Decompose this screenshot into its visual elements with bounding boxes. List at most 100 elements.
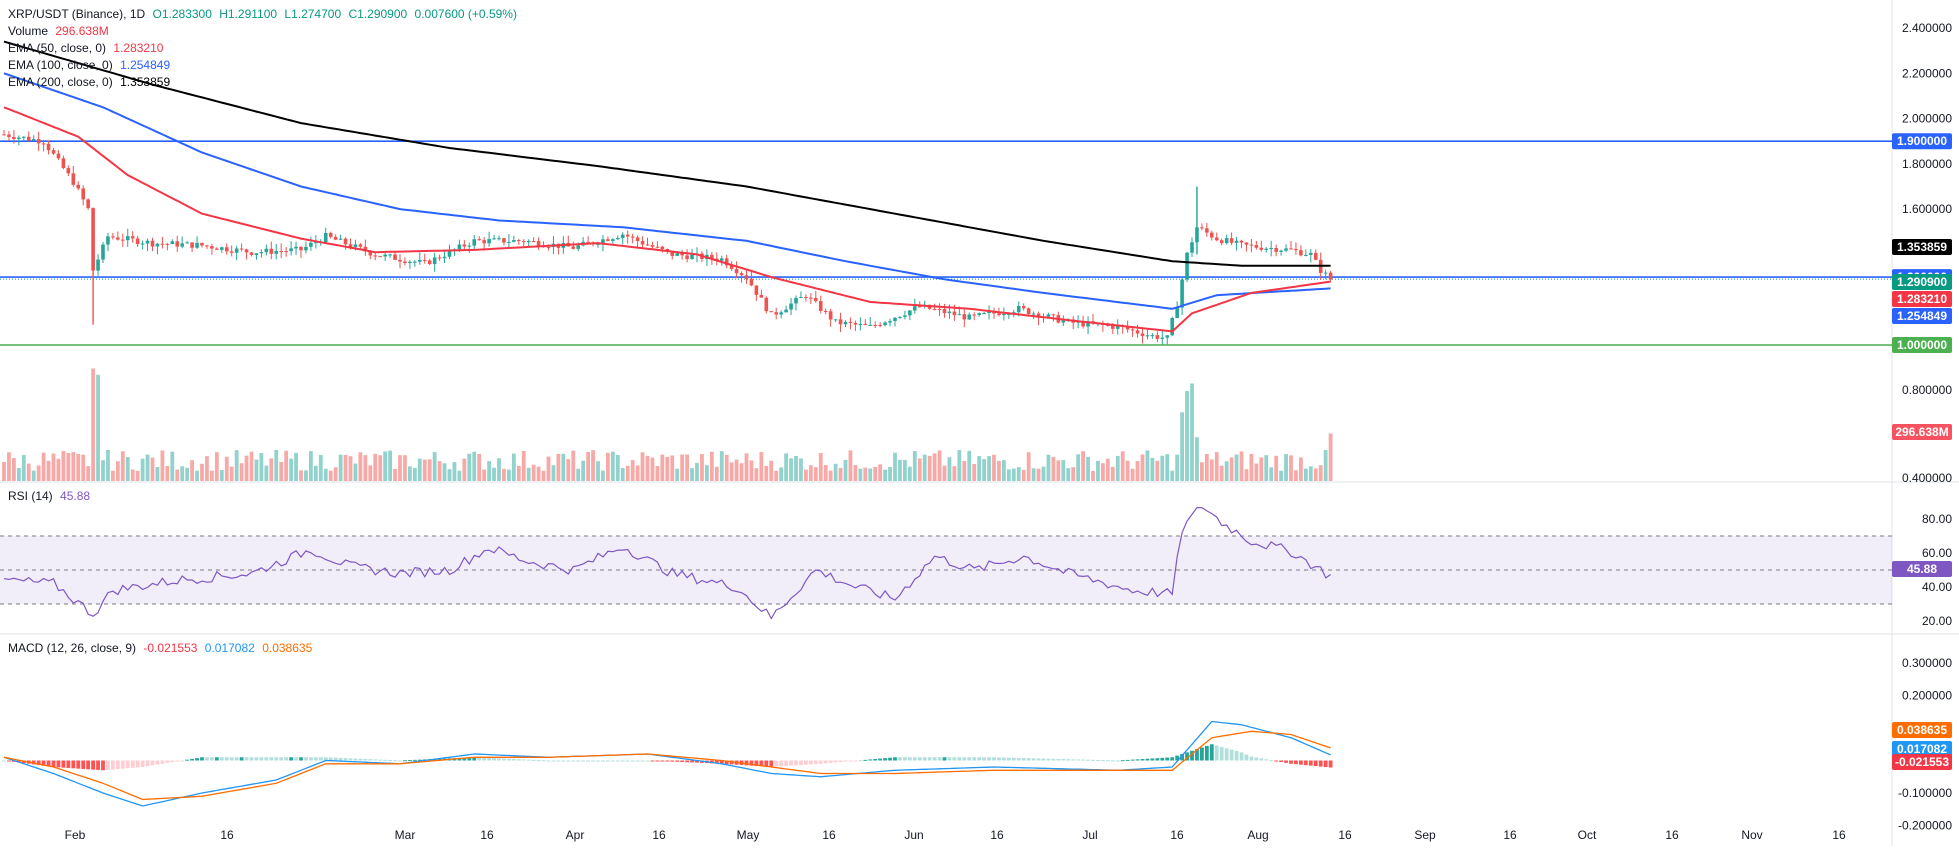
candle-body bbox=[1299, 250, 1303, 256]
volume-bar bbox=[714, 466, 719, 481]
ema100-price-label-bg bbox=[1892, 308, 1952, 324]
macd-histogram-bar bbox=[610, 760, 615, 762]
candle-body bbox=[517, 240, 521, 242]
macd-histogram-bar bbox=[507, 758, 511, 761]
macd-histogram-bar bbox=[457, 757, 462, 761]
candle-body bbox=[1002, 313, 1006, 316]
macd-histogram-bar bbox=[91, 760, 95, 770]
volume-bar bbox=[700, 454, 704, 481]
macd-histogram-bar bbox=[1036, 758, 1041, 761]
candle-body bbox=[888, 320, 892, 323]
time-tick-label: Jul bbox=[1082, 828, 1097, 842]
candle-body bbox=[640, 241, 645, 245]
macd-histogram-bar bbox=[1051, 758, 1056, 761]
candle-body bbox=[388, 254, 392, 256]
candle-body bbox=[823, 310, 828, 312]
macd-histogram-bar bbox=[962, 757, 967, 761]
volume-bar bbox=[561, 453, 566, 481]
candle-body bbox=[665, 248, 670, 251]
ema50-legend[interactable]: EMA (50, close, 0) 1.283210 bbox=[8, 40, 167, 56]
candle-body bbox=[81, 188, 85, 200]
ema100-legend[interactable]: EMA (100, close, 0) 1.254849 bbox=[8, 57, 174, 73]
macd-histogram-bar bbox=[922, 757, 927, 761]
macd-histogram-bar bbox=[219, 757, 224, 761]
candle-body bbox=[1026, 308, 1031, 315]
macd-histogram-bar bbox=[615, 760, 620, 762]
macd-histogram-bar bbox=[1175, 755, 1180, 761]
volume-bar bbox=[1264, 455, 1269, 481]
macd-histogram-bar bbox=[838, 760, 843, 763]
candle-body bbox=[215, 248, 219, 250]
rsi-legend[interactable]: RSI (14) 45.88 bbox=[8, 488, 94, 504]
candle-body bbox=[1140, 333, 1145, 337]
volume-bar bbox=[744, 453, 749, 481]
macd-histogram-bar bbox=[437, 758, 442, 761]
volume-bar bbox=[848, 450, 853, 481]
time-tick-label: Feb bbox=[65, 828, 86, 842]
macd-histogram-bar bbox=[170, 760, 175, 763]
macd-histogram-bar bbox=[1016, 757, 1021, 761]
macd-histogram-bar bbox=[61, 760, 66, 768]
volume-bar bbox=[313, 465, 318, 481]
volume-bar bbox=[502, 468, 506, 481]
candle-body bbox=[116, 237, 120, 240]
candle-body bbox=[1304, 254, 1308, 256]
time-tick-label: 16 bbox=[1503, 828, 1517, 842]
candle-body bbox=[86, 199, 90, 209]
volume-bar bbox=[244, 455, 249, 481]
ema-lines bbox=[3, 40, 1331, 333]
volume-bar bbox=[348, 456, 353, 481]
time-axis: Feb 16 Mar 16 Apr 16 May 16 Jun 16 Jul 16 Aug 16 Sep 16… bbox=[65, 828, 1846, 842]
macd-histogram-bar bbox=[1279, 760, 1283, 762]
candle-body bbox=[1081, 321, 1085, 327]
volume-bar bbox=[635, 465, 640, 481]
volume-bar bbox=[1224, 461, 1229, 481]
macd-histogram-bar bbox=[645, 760, 650, 762]
level-price-label-bg bbox=[1892, 337, 1952, 353]
volume-bar bbox=[685, 454, 689, 481]
candle-body bbox=[833, 319, 838, 321]
macd-histogram-bar bbox=[606, 760, 610, 762]
macd-histogram-bar bbox=[1130, 759, 1135, 761]
candle-body bbox=[1259, 247, 1264, 250]
ema200-line bbox=[3, 40, 1331, 267]
macd-histogram-bar bbox=[744, 760, 749, 766]
volume-bar bbox=[477, 453, 482, 481]
candle-body bbox=[314, 242, 318, 244]
macd-histogram-bar bbox=[76, 760, 81, 769]
macd-histogram-bar bbox=[581, 760, 586, 762]
volume-value: 296.638M bbox=[55, 24, 109, 38]
macd-legend[interactable]: MACD (12, 26, close, 9) -0.021553 0.0170… bbox=[8, 640, 316, 656]
ema200-legend[interactable]: EMA (200, close, 0) 1.353859 bbox=[8, 74, 174, 90]
ohlc-high: H1.291100 bbox=[219, 7, 278, 21]
macd-histogram-bar bbox=[274, 757, 279, 761]
macd-histogram-bar bbox=[412, 759, 417, 761]
macd-histogram-bar bbox=[828, 760, 833, 763]
macd-histogram-bar bbox=[284, 757, 289, 761]
volume-legend[interactable]: Volume 296.638M bbox=[8, 23, 113, 39]
volume-bar bbox=[729, 462, 734, 481]
macd-histogram-bar bbox=[1110, 760, 1115, 762]
macd-histogram-bar bbox=[1145, 758, 1150, 761]
macd-histogram-bar bbox=[150, 760, 155, 766]
volume-bar bbox=[606, 452, 610, 481]
candle-body bbox=[299, 246, 303, 251]
volume-bar bbox=[309, 451, 313, 481]
volume-bar bbox=[551, 465, 556, 481]
candle-body bbox=[630, 236, 635, 238]
macd-histogram-bar bbox=[675, 760, 680, 762]
macd-histogram-bar bbox=[898, 757, 902, 761]
volume-bar bbox=[1244, 469, 1249, 481]
candle-body bbox=[195, 242, 199, 248]
macd-histogram-bar bbox=[269, 757, 274, 761]
macd-line bbox=[3, 720, 1331, 807]
macd-histogram-bar bbox=[1041, 758, 1046, 761]
symbol-title[interactable]: XRP/USDT (Binance), 1D bbox=[8, 7, 146, 21]
candle-body bbox=[140, 243, 145, 245]
ema100-price-label: 1.254849 bbox=[1897, 309, 1947, 323]
macd-histogram-bar bbox=[714, 760, 719, 764]
rsi-tick-label: 20.00 bbox=[1922, 614, 1952, 628]
volume-bar bbox=[1130, 468, 1135, 481]
